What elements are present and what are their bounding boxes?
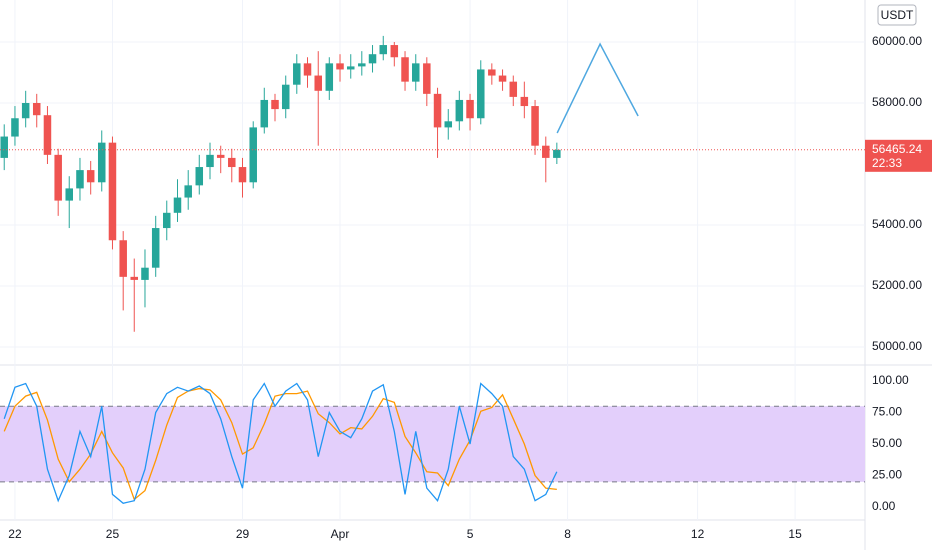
y-tick-label: 52000.00: [872, 278, 922, 292]
candle-body: [293, 63, 301, 85]
candle-body: [379, 45, 388, 55]
candle-body: [368, 54, 377, 64]
x-tick-label: Apr: [331, 527, 350, 541]
drawing-line: [556, 42, 639, 134]
y-tick-label: 50000.00: [872, 339, 922, 353]
x-tick-label: 5: [467, 527, 474, 541]
candle-body: [151, 228, 160, 268]
candle-body: [336, 63, 344, 70]
candle-body: [303, 63, 312, 76]
candle-body: [32, 103, 41, 116]
band: [0, 406, 865, 482]
y-tick-label: 0.00: [872, 499, 896, 513]
candle-body: [0, 136, 8, 158]
x-tick-label: 15: [788, 527, 802, 541]
candle-body: [260, 99, 269, 128]
candle-body: [195, 167, 204, 186]
candle-body: [65, 188, 73, 201]
candle-body: [531, 106, 539, 146]
candle-body: [433, 93, 442, 128]
candle-body: [163, 212, 171, 229]
x-tick-label: 29: [236, 527, 250, 541]
currency-box[interactable]: [877, 4, 917, 26]
x-tick-label: 25: [106, 527, 120, 541]
candle-body: [488, 69, 496, 76]
candle-body: [21, 103, 30, 119]
candle-body: [11, 118, 19, 137]
candle-body: [173, 197, 182, 213]
candle-body: [249, 127, 257, 183]
oscillator-line: [3, 387, 557, 501]
x-tick-label: 12: [691, 527, 705, 541]
candle-body: [509, 81, 518, 97]
last-price-label: 56465.24: [872, 142, 922, 156]
countdown: 22:33: [872, 156, 902, 170]
candle-body: [238, 167, 247, 183]
candle-body: [466, 99, 474, 119]
candle-body: [520, 96, 529, 107]
candle-body: [401, 57, 409, 82]
candle-body: [76, 170, 84, 189]
candle-body: [358, 63, 366, 67]
candle-body: [390, 45, 399, 58]
y-tick-label: 25.00: [872, 468, 902, 482]
candle-body: [184, 185, 192, 198]
candle-body: [325, 63, 334, 91]
candle-body: [412, 63, 420, 82]
candle-body: [108, 142, 117, 241]
currency[interactable]: USDT: [881, 8, 914, 22]
candle-body: [141, 267, 149, 280]
candle-body: [43, 115, 52, 155]
y-tick-label: 60000.00: [872, 34, 922, 48]
candle-body: [206, 154, 214, 168]
candle-body: [444, 121, 453, 128]
y-tick-label: 50.00: [872, 436, 902, 450]
candle-body: [346, 66, 355, 70]
y-tick-label: 75.00: [872, 405, 902, 419]
candle-body: [216, 154, 225, 158]
candle-body: [86, 170, 95, 183]
x-tick-label: 8: [564, 527, 571, 541]
candle-body: [271, 99, 279, 110]
candle-body: [455, 99, 464, 122]
candle-body: [54, 154, 62, 201]
y-tick-label: 58000.00: [872, 95, 922, 109]
candle-body: [228, 157, 236, 168]
oscillator-line: [3, 382, 558, 504]
candle-body: [477, 69, 485, 119]
candle-body: [498, 75, 507, 82]
candle-body: [281, 84, 290, 110]
candle-body: [423, 63, 431, 94]
candle-body: [97, 142, 106, 183]
candle-body: [553, 149, 561, 158]
candle-body: [119, 240, 127, 277]
candle-body: [314, 75, 322, 91]
x-tick-label: 22: [8, 527, 22, 541]
candle-body: [130, 276, 139, 280]
candle-body: [542, 145, 550, 158]
y-tick-label: 54000.00: [872, 217, 922, 231]
last-price-box: [865, 139, 932, 172]
y-tick-label: 100.00: [872, 373, 909, 387]
